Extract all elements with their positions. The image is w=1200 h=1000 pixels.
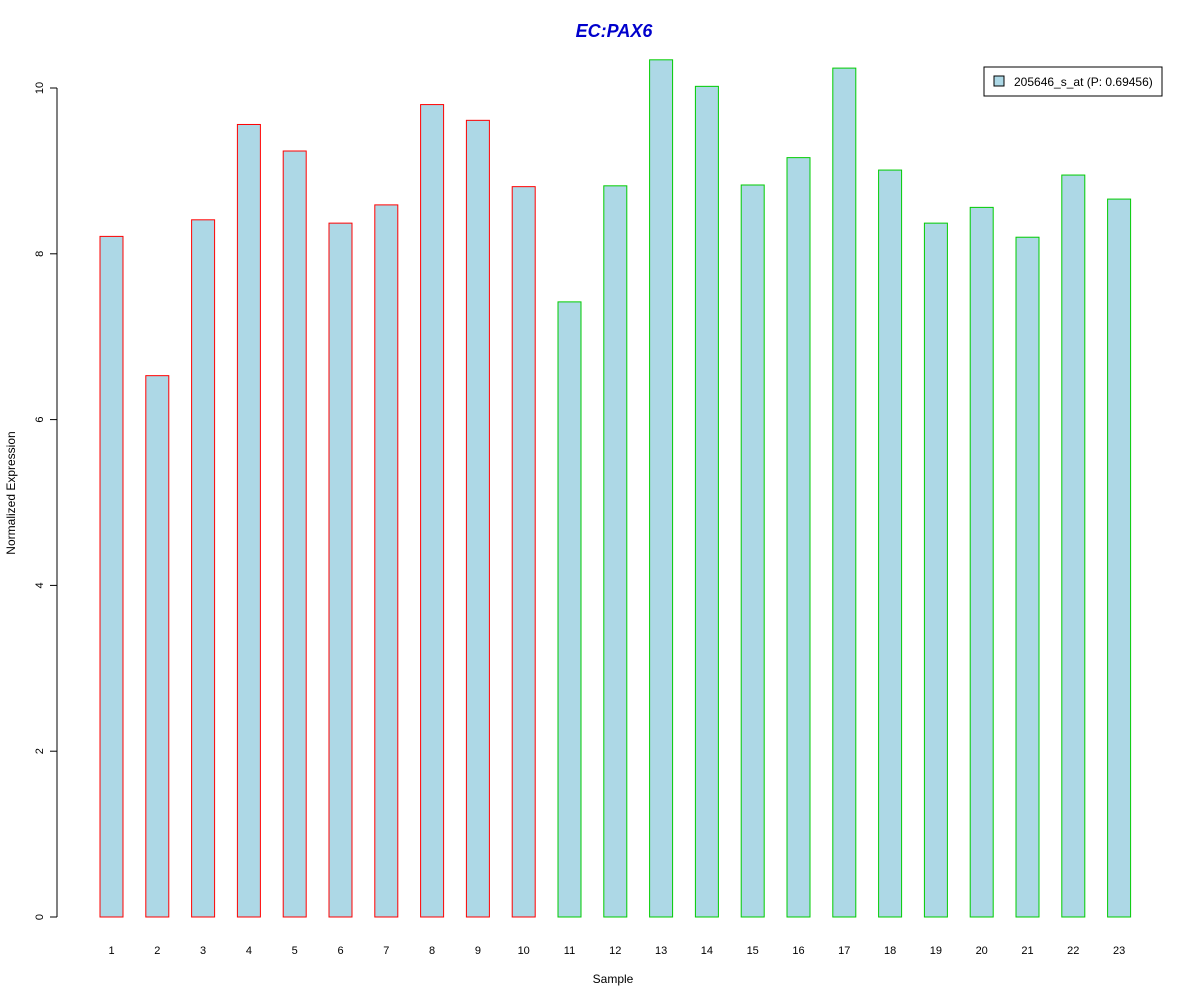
x-tick-label: 9: [475, 945, 481, 957]
x-tick-label: 23: [1113, 945, 1125, 957]
chart-title: EC:PAX6: [576, 21, 654, 41]
bar-sample-4: [236, 123, 261, 918]
x-tick-labels: 1 2 3 4 5 6 7 8 9 10 11 12 13 14 15 16 17 18 19 20 21 22 23: [108, 945, 1125, 957]
legend-swatch: [993, 75, 1005, 87]
y-tick-label: 2: [34, 748, 46, 754]
bar-sample-14: [694, 85, 719, 918]
bar-sample-16: [786, 157, 811, 918]
legend-box: [983, 66, 1163, 97]
y-tick-label: 6: [34, 417, 46, 423]
x-tick-label: 4: [246, 945, 252, 957]
x-tick-label: 21: [1021, 945, 1033, 957]
x-tick-label: 20: [976, 945, 988, 957]
x-tick-label: 15: [747, 945, 759, 957]
bar-sample-18: [878, 169, 903, 918]
x-tick-label: 1: [108, 945, 114, 957]
x-tick-label: 14: [701, 945, 713, 957]
x-tick-label: 3: [200, 945, 206, 957]
bar-sample-7: [374, 204, 399, 918]
x-tick-label: 6: [337, 945, 343, 957]
x-tick-label: 5: [292, 945, 298, 957]
bar-sample-1: [99, 235, 124, 918]
bar-sample-6: [328, 222, 353, 918]
x-tick-label: 11: [564, 945, 575, 957]
bar-sample-9: [465, 119, 490, 918]
legend-label: 205646_s_at (P: 0.69456): [1014, 75, 1153, 89]
bar-sample-11: [557, 301, 582, 918]
y-tick-label: 4: [34, 582, 46, 588]
x-tick-label: 18: [884, 945, 896, 957]
y-axis: 0 2 4 6 8 10: [34, 82, 58, 920]
x-tick-label: 2: [154, 945, 160, 957]
y-tick-label: 10: [34, 82, 46, 94]
bar-sample-15: [740, 184, 765, 918]
y-tick-label: 8: [34, 251, 46, 257]
y-tick-label: 0: [34, 914, 46, 920]
bars: [99, 59, 1132, 918]
bar-sample-21: [1015, 236, 1040, 918]
bar-sample-13: [649, 59, 674, 918]
bar-sample-10: [511, 186, 536, 918]
bar-sample-12: [603, 185, 628, 918]
bar-sample-3: [191, 219, 216, 918]
x-tick-label: 12: [609, 945, 621, 957]
bar-sample-22: [1061, 174, 1086, 918]
x-tick-label: 8: [429, 945, 435, 957]
x-tick-label: 10: [518, 945, 530, 957]
bar-sample-5: [282, 150, 307, 918]
x-tick-label: 17: [838, 945, 850, 957]
x-axis-label: Sample: [593, 972, 634, 986]
y-axis-label: Normalized Expression: [4, 431, 18, 554]
legend: 205646_s_at (P: 0.69456): [983, 66, 1163, 97]
bar-sample-23: [1107, 198, 1132, 918]
x-tick-label: 16: [792, 945, 804, 957]
bar-sample-8: [420, 104, 445, 918]
bar-sample-17: [832, 67, 857, 918]
x-tick-label: 7: [383, 945, 389, 957]
bar-sample-2: [145, 375, 170, 918]
x-tick-label: 22: [1067, 945, 1079, 957]
bar-sample-20: [969, 206, 994, 918]
bar-sample-19: [923, 222, 948, 918]
x-tick-label: 13: [655, 945, 667, 957]
x-tick-label: 19: [930, 945, 942, 957]
